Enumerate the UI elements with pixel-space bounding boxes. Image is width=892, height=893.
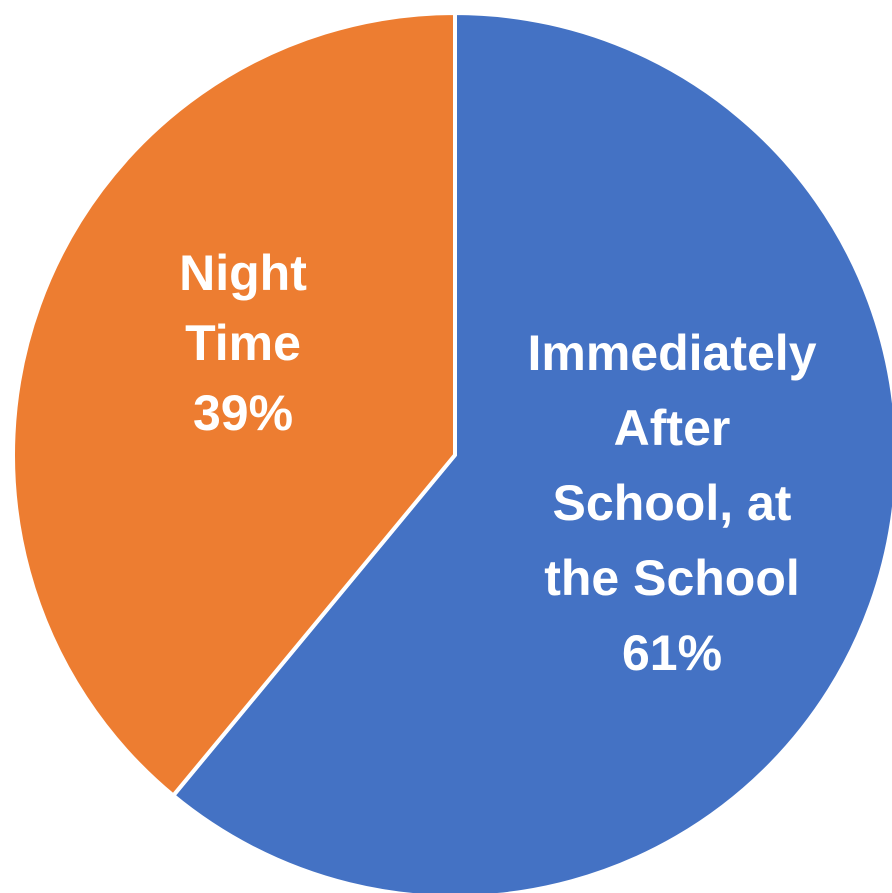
pie-slices <box>11 11 892 893</box>
slice-label-night-time: Night Time 39% <box>179 245 307 441</box>
slice-percent-night-time: 39% <box>193 385 293 441</box>
pie-slice-after-school <box>171 11 892 893</box>
slice-label-line: School, at <box>553 475 792 531</box>
slice-label-line: the School <box>544 550 800 606</box>
slice-label-line: After <box>614 400 731 456</box>
slice-label-line: Immediately <box>527 325 816 381</box>
slice-percent-after-school: 61% <box>622 625 722 681</box>
slice-label-line: Time <box>185 315 301 371</box>
slice-label-line: Night <box>179 245 307 301</box>
slice-labels: Immediately After School, at the School 61% N… <box>179 245 817 681</box>
slice-label-after-school: Immediately After School, at the School 61% <box>527 325 816 681</box>
pie-slice-night-time <box>11 11 457 798</box>
